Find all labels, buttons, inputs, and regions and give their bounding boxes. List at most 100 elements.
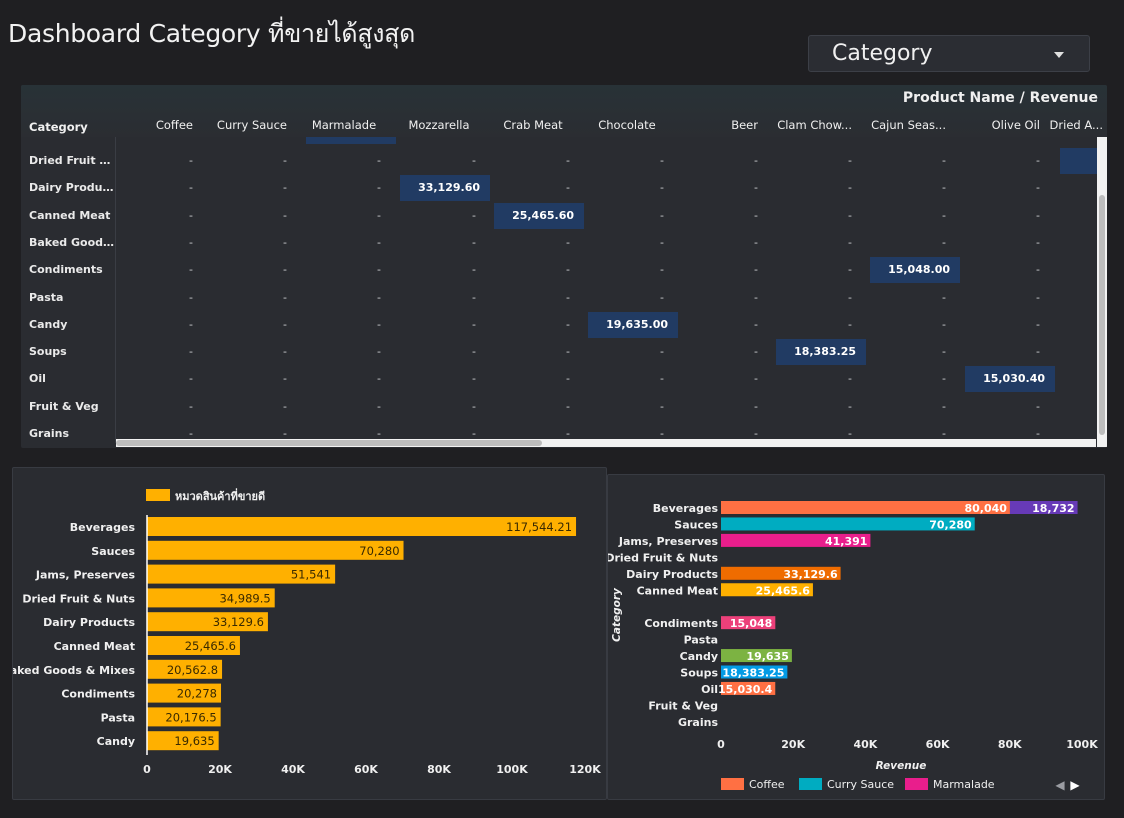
pivot-cell[interactable]: - [1036,181,1040,195]
pivot-column-header[interactable]: Coffee [155,118,193,132]
pivot-row-label[interactable]: Dairy Products [29,181,119,195]
pivot-highlight-cell[interactable]: 25,465.60 [494,202,584,229]
pivot-cell[interactable]: - [1036,427,1040,440]
pivot-column-header[interactable]: Mozzarella [408,118,470,132]
pivot-cell[interactable]: - [472,399,476,413]
pivot-cell[interactable]: - [472,235,476,249]
pivot-cell[interactable]: - [377,235,381,249]
pivot-cell[interactable]: - [754,317,758,331]
pivot-cell[interactable]: - [942,208,946,222]
pivot-cell[interactable]: - [472,290,476,304]
pivot-cell[interactable]: - [848,235,852,249]
pivot-cell[interactable]: - [189,427,193,440]
pivot-cell[interactable]: - [1036,290,1040,304]
pivot-cell[interactable]: - [189,154,193,167]
pivot-row-label[interactable]: Fruit & Veg [29,399,99,413]
pivot-cell[interactable]: - [848,317,852,331]
horizontal-scrollbar-thumb[interactable] [116,440,542,446]
pivot-cell[interactable]: - [472,345,476,359]
pivot-cell[interactable]: - [754,290,758,304]
pivot-cell[interactable]: - [1036,345,1040,359]
pivot-cell[interactable]: - [660,181,664,195]
pivot-cell[interactable]: - [754,427,758,440]
pivot-cell[interactable]: - [942,345,946,359]
pivot-cell[interactable]: - [189,317,193,331]
pivot-cell[interactable]: - [377,427,381,440]
pivot-cell[interactable]: - [283,263,287,277]
pivot-cell[interactable]: - [848,181,852,195]
pivot-row-label[interactable]: Pasta [29,290,64,304]
pivot-cell[interactable]: - [754,372,758,386]
pivot-cell[interactable]: - [660,427,664,440]
pivot-row-label[interactable]: Soups [29,345,67,359]
pivot-cell[interactable]: - [942,181,946,195]
pivot-column-header[interactable]: Dried A... [1049,118,1103,132]
pivot-cell[interactable]: - [848,263,852,277]
pivot-cell[interactable]: - [377,154,381,167]
pivot-cell[interactable]: - [660,399,664,413]
pivot-cell[interactable]: - [377,290,381,304]
pivot-row-label[interactable]: Oil [29,372,46,386]
legend-next-icon[interactable]: ▶ [1070,778,1080,792]
pivot-cell[interactable]: - [566,427,570,440]
horizontal-scrollbar[interactable] [116,439,1096,447]
pivot-cell[interactable]: - [566,181,570,195]
pivot-column-header[interactable]: Crab Meat [503,118,563,132]
pivot-column-header[interactable]: Marmalade [311,118,377,132]
pivot-cell[interactable]: - [283,290,287,304]
pivot-cell[interactable]: - [283,317,287,331]
pivot-cell[interactable]: - [566,345,570,359]
pivot-cell[interactable]: - [942,317,946,331]
pivot-cell[interactable]: - [754,235,758,249]
pivot-cell[interactable]: - [566,235,570,249]
pivot-cell[interactable]: - [848,427,852,440]
pivot-cell[interactable]: - [1036,263,1040,277]
pivot-cell[interactable]: - [189,235,193,249]
pivot-row-label[interactable]: Baked Goods... [29,235,119,249]
pivot-cell[interactable]: - [660,372,664,386]
pivot-cell[interactable]: - [660,263,664,277]
pivot-cell[interactable]: - [283,154,287,167]
pivot-cell[interactable]: - [472,208,476,222]
pivot-cell[interactable]: - [848,208,852,222]
pivot-cell[interactable]: - [848,372,852,386]
pivot-cell[interactable]: - [189,372,193,386]
pivot-column-header[interactable]: Clam Chow... [777,118,852,132]
pivot-highlight-cell[interactable]: 33,129.60 [400,175,490,202]
pivot-cell[interactable]: - [377,345,381,359]
pivot-row-label[interactable]: Condiments [29,263,103,277]
pivot-cell[interactable]: - [942,290,946,304]
pivot-row-label[interactable]: Canned Meat [29,208,111,222]
pivot-cell[interactable]: - [189,181,193,195]
pivot-cell[interactable]: - [566,372,570,386]
pivot-cell[interactable]: - [189,345,193,359]
pivot-cell[interactable]: - [283,345,287,359]
pivot-cell[interactable]: - [283,181,287,195]
pivot-cell[interactable]: - [1036,154,1040,167]
pivot-cell[interactable]: - [283,372,287,386]
pivot-highlight-cell[interactable]: 15,030.40 [965,366,1055,393]
pivot-cell[interactable]: - [754,399,758,413]
pivot-cell[interactable]: - [942,235,946,249]
pivot-category-header[interactable]: Category [29,120,88,134]
pivot-cell[interactable]: - [1036,399,1040,413]
pivot-cell[interactable]: - [566,317,570,331]
pivot-cell[interactable]: - [472,154,476,167]
pivot-cell[interactable]: - [472,372,476,386]
pivot-cell[interactable]: - [189,208,193,222]
pivot-cell[interactable]: - [754,263,758,277]
pivot-highlight-cell[interactable] [306,137,396,144]
pivot-cell[interactable]: - [660,208,664,222]
vertical-scrollbar-thumb[interactable] [1099,195,1105,435]
pivot-cell[interactable]: - [283,399,287,413]
pivot-cell[interactable]: - [472,427,476,440]
pivot-highlight-cell[interactable]: 19,635.00 [588,311,678,338]
pivot-cell[interactable]: - [754,208,758,222]
pivot-cell[interactable]: - [848,290,852,304]
pivot-cell[interactable]: - [566,290,570,304]
pivot-cell[interactable]: - [377,317,381,331]
pivot-highlight-cell[interactable]: 18,383.25 [776,339,866,366]
pivot-cell[interactable]: - [660,154,664,167]
pivot-cell[interactable]: - [754,181,758,195]
pivot-row-label[interactable]: Dried Fruit & ... [29,154,119,167]
